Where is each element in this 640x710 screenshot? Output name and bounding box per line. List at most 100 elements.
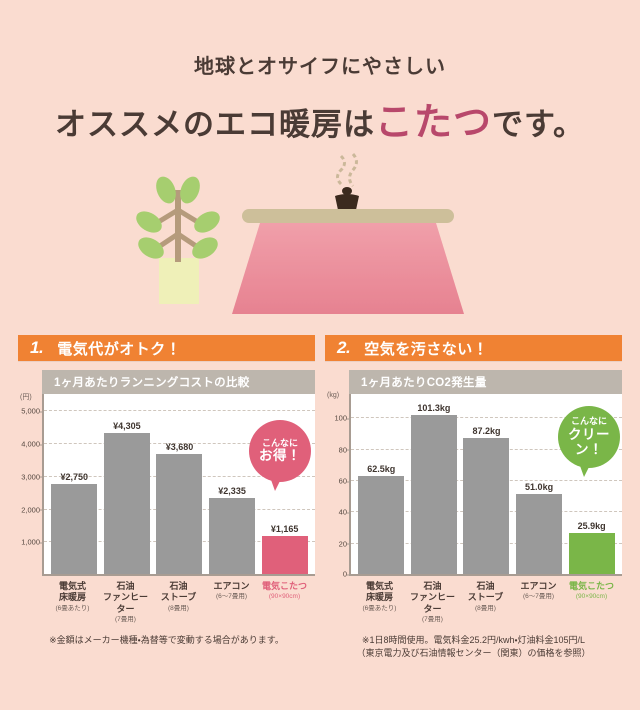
category-name-line2: 床暖房 (58, 592, 86, 603)
bubble-2-line2: クリーン！ (568, 426, 610, 458)
x-axis-category-label: 石油 ファンヒーター (7畳用) (409, 581, 455, 624)
bubble-1-line2: お得！ (259, 448, 301, 464)
section-2-header: 2. 空気を汚さない！ (325, 335, 622, 361)
category-sublabel: (6畳あたり) (55, 604, 90, 612)
category-name-line1: 石油 (116, 581, 135, 591)
category-sublabel: (8畳用) (475, 604, 496, 612)
x-axis-category-label: 電気こたつ (90×90cm) (261, 581, 307, 624)
x-axis-category-label: 電気式 床暖房 (6畳あたり) (49, 581, 95, 624)
x-axis-category-label: 電気式 床暖房 (6畳あたり) (356, 581, 402, 624)
bar-column: ¥3,680 (156, 394, 203, 574)
footnote-co2: ※1日8時間使用。電気料金25.2円/kwh・灯油料金105円/L （東京電力及び… (325, 634, 622, 661)
x-axis-category-label: 電気こたつ (90×90cm) (568, 581, 614, 624)
bar-value-label: ¥4,305 (113, 421, 141, 432)
kotatsu-illustration (232, 153, 464, 314)
y-axis-tick-label: 3,000 (21, 472, 43, 482)
bar (410, 415, 457, 574)
category-name-line1: 石油 (169, 581, 188, 591)
bar (156, 453, 203, 574)
category-sublabel: (7畳用) (115, 615, 136, 623)
bar (568, 533, 615, 574)
chart-2-plot: 100 80 60 40 20 0 62.5kg 101.3kg 87.2kg 51.0kg 25… (334, 394, 622, 579)
chart-1-xlabels: 電気式 床暖房 (6畳あたり) 石油 ファンヒーター (7畳用) 石油 ストーブ (8畳用) エア… (42, 576, 315, 624)
category-sublabel: (6〜7畳用) (522, 593, 555, 601)
y-axis-tick-label: 60 (338, 476, 351, 486)
bar-value-label: 25.9kg (577, 521, 606, 532)
headline-main-after: です。 (492, 107, 585, 143)
bar-value-label: ¥1,165 (270, 523, 299, 534)
category-name-line2: ストーブ (467, 592, 504, 603)
y-axis-tick-label: 1,000 (21, 537, 43, 547)
category-name-line1: 石油 (423, 581, 442, 591)
gridline: 100 (334, 414, 622, 423)
chart-1-unit: (円) (20, 394, 32, 401)
bar-column: ¥2,335 (209, 394, 256, 574)
section-1-number: 1. (30, 338, 44, 357)
section-2-number: 2. (337, 338, 351, 357)
teapot-illustration (335, 153, 359, 212)
gridline: 4,000 (21, 440, 315, 449)
section-co2: 2. 空気を汚さない！ (kg) 1ヶ月あたりCO2発生量 100 80 60 40 2… (325, 335, 622, 661)
category-name-line1: エアコン (520, 581, 557, 591)
bar-value-label: ¥2,750 (60, 472, 89, 482)
bar (51, 484, 98, 574)
chart-2-bars: 62.5kg 101.3kg 87.2kg 51.0kg 25.9kg (351, 394, 622, 574)
bar (358, 476, 405, 574)
footnote-line: ※1日8時間使用。電気料金25.2円/kwh・灯油料金105円/L (361, 634, 586, 645)
category-sublabel: (6〜7畳用) (215, 593, 248, 601)
bar (209, 497, 256, 574)
category-name-line1: 電気こたつ (568, 581, 614, 591)
callout-bubble-otoku: こんなに お得！ (249, 420, 311, 491)
gridline: 5,000 (21, 407, 315, 416)
category-name-line1: 電気こたつ (261, 581, 307, 591)
bar-column: ¥2,750 (51, 394, 98, 574)
y-axis-tick-label: 80 (338, 445, 351, 455)
hero-illustration (0, 152, 640, 327)
bar-column: 25.9kg (568, 394, 615, 574)
sections-container: 1. 電気代がオトク！ (円) 1ヶ月あたりランニングコストの比較 5,000 4… (0, 327, 640, 661)
bar-column: 101.3kg (410, 394, 457, 574)
category-name-line1: エアコン (213, 581, 250, 591)
bubble-2-line1: こんなに (570, 416, 607, 427)
bar-value-label: 62.5kg (367, 464, 396, 475)
headline-main: オススメのエコ暖房はこたつです。 (0, 91, 640, 146)
chart-1-plot: 5,000 4,000 3,000 2,000 1,000 ¥2,750 ¥4,305 ¥3… (21, 394, 315, 576)
headline-subtitle: 地球とオサイフにやさしい (194, 54, 446, 78)
bar-value-label: 87.2kg (472, 425, 501, 436)
bubble-1-line1: こんなに (261, 438, 298, 449)
category-name-line2: 床暖房 (365, 592, 393, 603)
x-axis-category-label: エアコン (6〜7畳用) (208, 581, 254, 624)
chart-2-xlabels: 電気式 床暖房 (6畳あたり) 石油 ファンヒーター (7畳用) 石油 ストーブ (8畳用) エア… (349, 576, 622, 624)
y-axis-tick-label: 40 (338, 507, 351, 517)
y-axis-tick-label: 4,000 (21, 439, 43, 449)
category-name-line2: ファンヒーター (409, 592, 455, 614)
headline-main-before: オススメのエコ暖房は (55, 107, 376, 143)
chart-2-title: 1ヶ月あたりCO2発生量 (349, 370, 622, 394)
y-axis-tick-label: 5,000 (21, 406, 43, 416)
bar-value-label: 51.0kg (525, 482, 554, 493)
chart-1-bars: ¥2,750 ¥4,305 ¥3,680 ¥2,335 ¥1,165 (44, 394, 315, 574)
chart-1-title: 1ヶ月あたりランニングコストの比較 (42, 370, 315, 394)
category-name-line1: 石油 (476, 581, 495, 591)
y-axis-tick-label: 2,000 (21, 505, 43, 515)
callout-bubble-clean: こんなに クリーン！ (558, 406, 620, 477)
footnote-cost: ※金額はメーカー機種・為替等で変動する場合があります。 (18, 634, 315, 648)
category-name-line2: ストーブ (160, 592, 197, 603)
headline-accent-word: こたつ (375, 99, 493, 144)
x-axis-category-label: 石油 ストーブ (8畳用) (155, 581, 201, 624)
bar (261, 535, 308, 574)
x-axis-category-label: 石油 ストーブ (8畳用) (462, 581, 508, 624)
section-2-title: 空気を汚さない！ (364, 340, 489, 358)
chart-card-co2: (kg) 1ヶ月あたりCO2発生量 100 80 60 40 20 0 62.5kg 101… (325, 370, 622, 624)
bar-value-label: ¥3,680 (165, 441, 194, 452)
category-sublabel: (8畳用) (168, 604, 189, 612)
x-axis-category-label: 石油 ファンヒーター (7畳用) (102, 581, 148, 624)
section-1-title: 電気代がオトク！ (57, 340, 182, 358)
bar-column: 51.0kg (516, 394, 563, 574)
bar-column: ¥1,165 (261, 394, 308, 574)
category-sublabel: (90×90cm) (575, 593, 608, 601)
bar (103, 433, 150, 574)
chart-card-cost: (円) 1ヶ月あたりランニングコストの比較 5,000 4,000 3,000 2,0… (18, 370, 315, 624)
chart-2-unit: (kg) (327, 392, 340, 399)
bar (516, 494, 563, 574)
